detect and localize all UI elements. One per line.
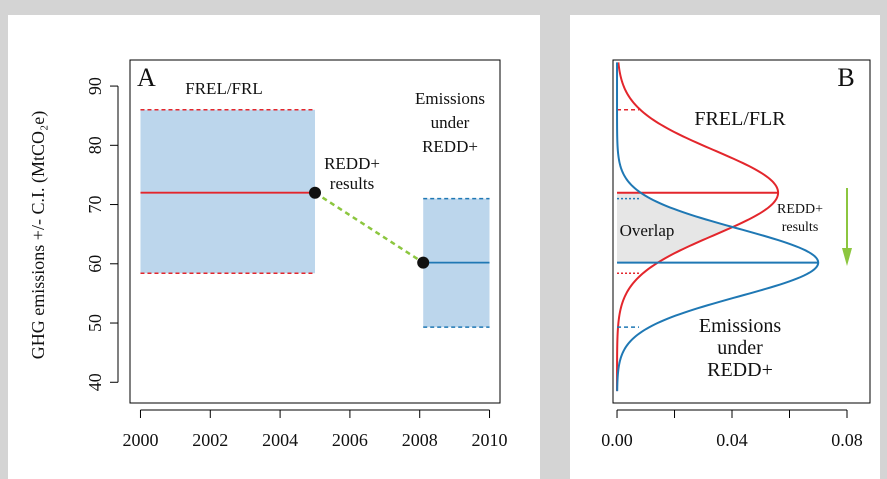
- x-tick-label: 2000: [122, 430, 158, 450]
- annotation: FREL/FLR: [694, 108, 786, 130]
- annotation: Emissions under REDD+: [699, 315, 781, 381]
- x-tick-label: 2002: [192, 430, 228, 450]
- y-tick-label: 50: [85, 314, 105, 332]
- annotation-line: REDD+: [777, 202, 823, 217]
- annotation-line: Emissions: [699, 315, 781, 337]
- ci-band: [140, 109, 315, 274]
- annotation-line: REDD+: [707, 359, 773, 381]
- y-tick-label: 90: [85, 77, 105, 95]
- x-tick-label: 0.08: [831, 430, 863, 450]
- y-tick-label: 70: [85, 196, 105, 214]
- x-tick-label: 0.00: [601, 430, 633, 450]
- annotation: Emissions under REDD+: [415, 89, 485, 156]
- annotation: FREL/FRL: [185, 79, 262, 98]
- x-tick-label: 0.04: [716, 430, 748, 450]
- x-tick-label: 2010: [472, 430, 508, 450]
- annotation-line: Overlap: [620, 221, 675, 240]
- connector: [314, 191, 424, 264]
- panel-label: B: [837, 63, 854, 92]
- arrow-head: [842, 248, 853, 266]
- overlap-area: [617, 192, 732, 263]
- y-tick-label: 80: [85, 136, 105, 154]
- x-tick-label: 2006: [332, 430, 368, 450]
- point: [309, 186, 321, 199]
- y-tick-label: 60: [85, 255, 105, 273]
- annotation-line: REDD+: [422, 137, 478, 156]
- x-tick-label: 2004: [262, 430, 298, 450]
- y-axis-label: GHG emissions +/- C.I. (MtCO₂e): [28, 111, 49, 359]
- y-tick-label: 40: [85, 373, 105, 391]
- annotation-line: results: [782, 220, 819, 235]
- plot-box: [612, 59, 871, 404]
- annotation-line: under: [431, 113, 470, 132]
- plot-box: [129, 59, 501, 404]
- annotation-line: REDD+: [324, 154, 380, 173]
- annotation-line: FREL/FRL: [185, 79, 262, 98]
- annotation-line: FREL/FLR: [694, 108, 786, 130]
- panel-label: A: [137, 63, 156, 92]
- annotation: Overlap: [620, 221, 675, 240]
- point: [417, 256, 430, 269]
- x-tick-label: 2008: [402, 430, 438, 450]
- annotation-line: under: [717, 337, 763, 359]
- annotation-line: results: [330, 174, 374, 193]
- annotation: REDD+ results: [777, 202, 823, 235]
- annotation: REDD+ results: [324, 154, 380, 193]
- density-curve: [616, 62, 820, 392]
- annotation-line: Emissions: [415, 89, 485, 108]
